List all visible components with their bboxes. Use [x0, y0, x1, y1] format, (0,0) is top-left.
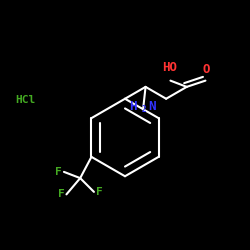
- Text: 2: 2: [142, 105, 146, 114]
- Text: N: N: [148, 100, 156, 114]
- Text: HCl: HCl: [15, 95, 35, 105]
- Text: F: F: [58, 190, 64, 200]
- Text: F: F: [96, 187, 103, 197]
- Text: O: O: [203, 62, 210, 76]
- Text: HO: HO: [162, 61, 177, 74]
- Text: F: F: [55, 167, 62, 177]
- Text: H: H: [129, 100, 137, 114]
